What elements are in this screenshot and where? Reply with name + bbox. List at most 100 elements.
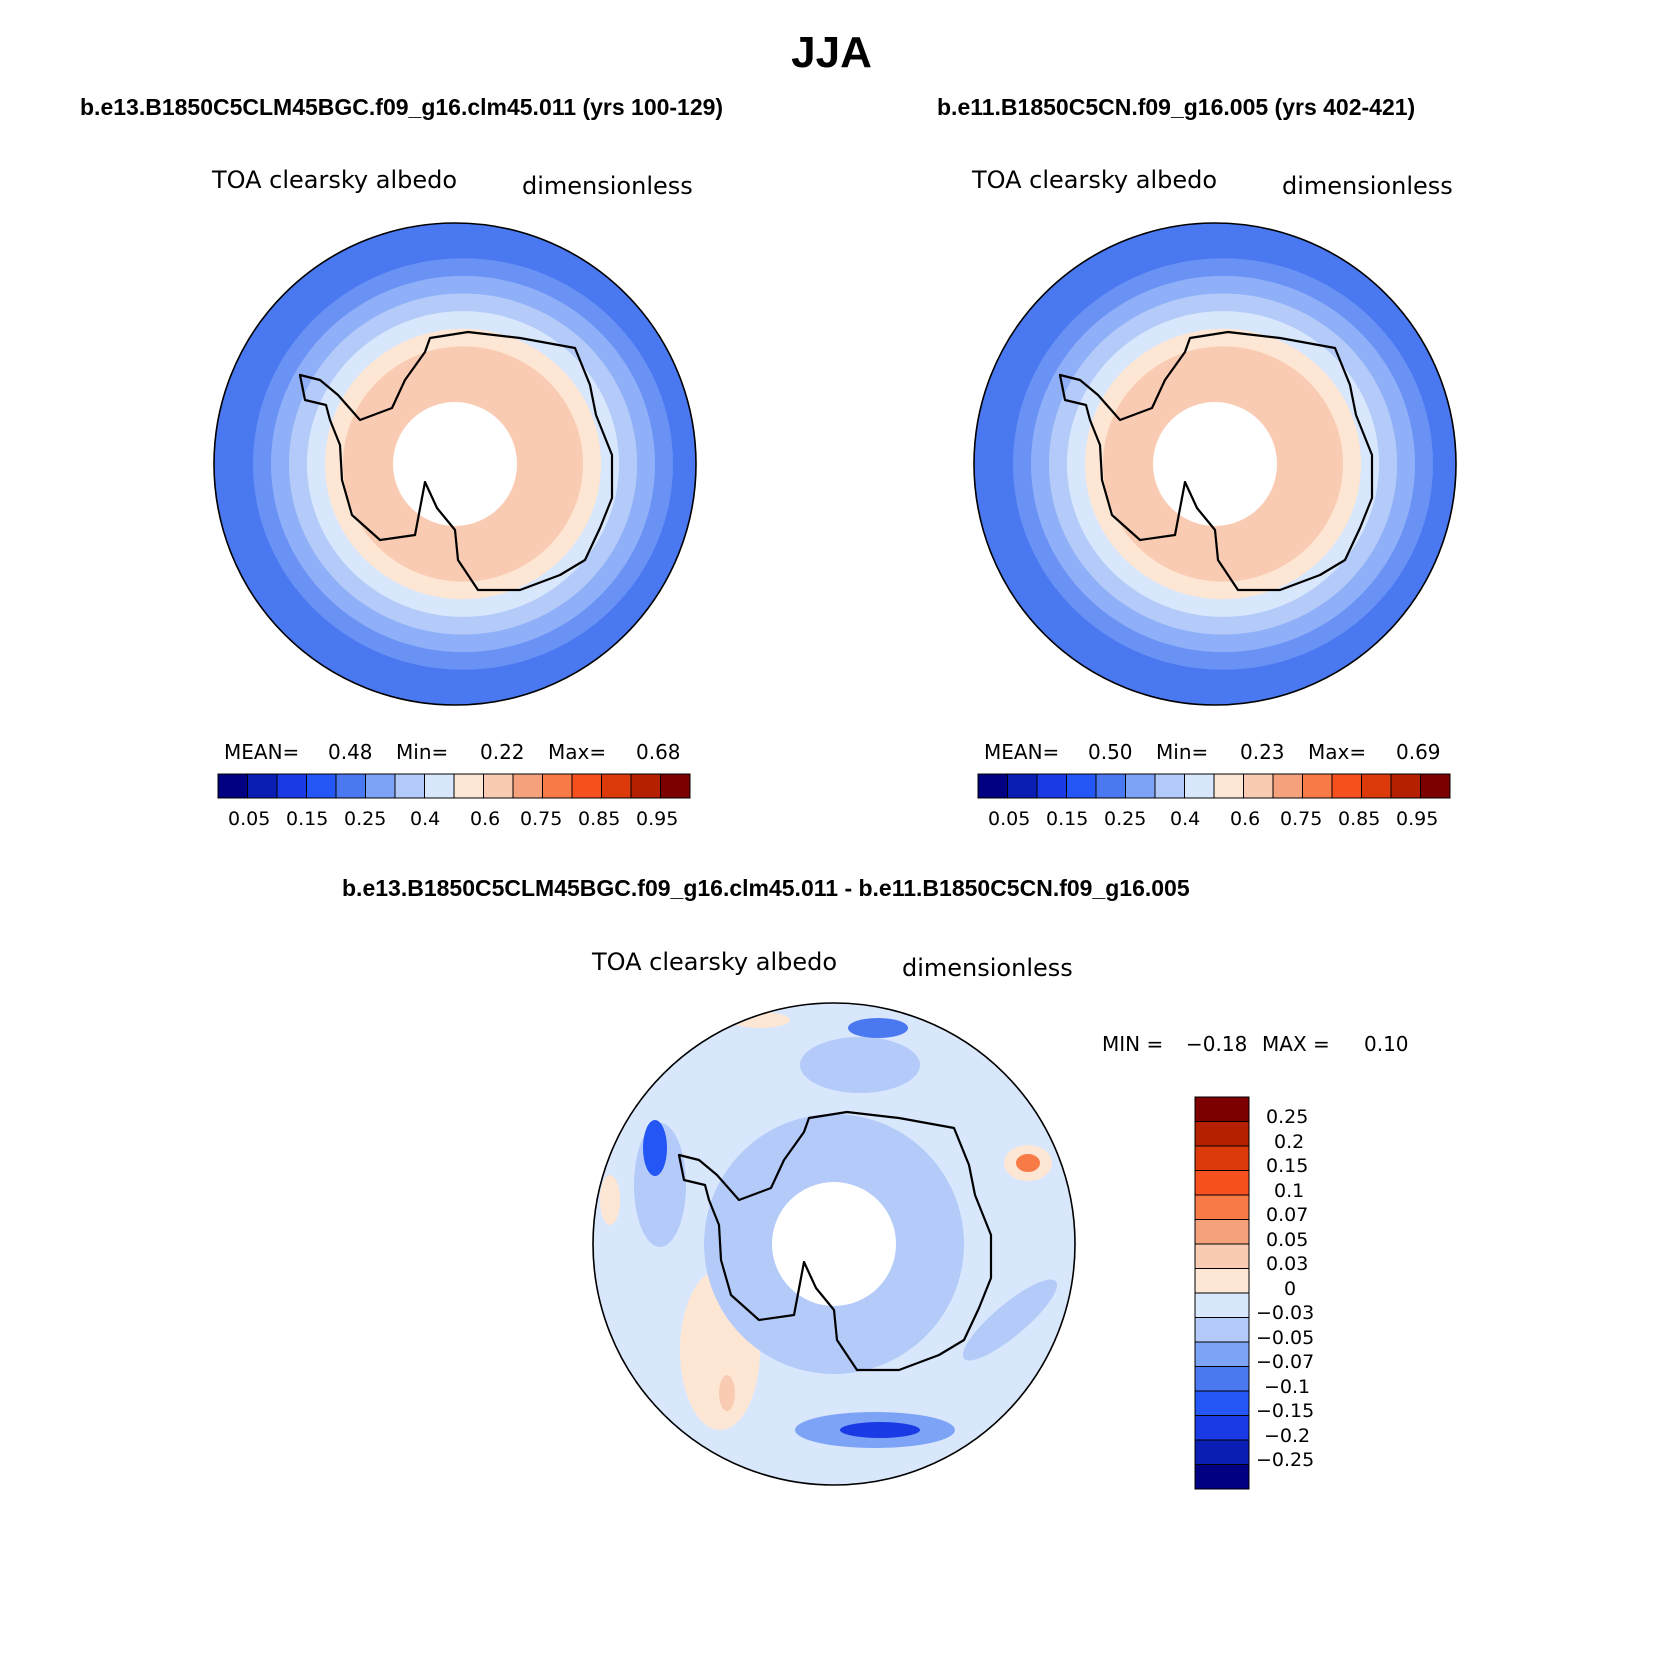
panel-2-units-label: dimensionless	[1282, 172, 1453, 200]
colorbar-swatch	[1194, 1219, 1250, 1245]
colorbar-swatch	[977, 773, 1008, 799]
panel-1-pole-hole	[393, 402, 517, 526]
colorbar-swatch	[276, 773, 307, 799]
colorbar-swatch	[1194, 1170, 1250, 1196]
colorbar-swatch	[1125, 773, 1156, 799]
diff-cbar-tick: 0.25	[1266, 1106, 1309, 1128]
panel-2-colorbar	[977, 773, 1451, 799]
colorbar-swatch	[1194, 1366, 1250, 1392]
diff-cbar-tick: −0.2	[1264, 1425, 1311, 1447]
panel-2-variable-label: TOA clearsky albedo	[972, 166, 1218, 194]
panel-2-map-border	[973, 222, 1457, 706]
panel-1-colorbar	[217, 773, 691, 799]
panel-1-map-border	[213, 222, 697, 706]
panel-2-min-label: Min=	[1156, 740, 1209, 764]
colorbar-swatch	[1194, 1243, 1250, 1269]
colorbar-swatch	[1184, 773, 1215, 799]
panel-2-pole-hole	[1153, 402, 1277, 526]
colorbar-swatch	[1361, 773, 1392, 799]
diff-anomaly-blob	[643, 1120, 667, 1176]
diff-cbar-tick: −0.03	[1256, 1302, 1315, 1324]
diff-cbar-tick: 0.03	[1266, 1253, 1309, 1275]
colorbar-swatch	[483, 773, 514, 799]
diff-pole-hole	[772, 1182, 896, 1306]
panel-1-cbar-tick: 0.4	[410, 808, 441, 830]
diff-anomaly-blob	[1016, 1154, 1040, 1172]
colorbar-swatch	[1154, 773, 1185, 799]
diff-map-border	[592, 1002, 1076, 1486]
colorbar-swatch	[1194, 1390, 1250, 1416]
colorbar-swatch	[601, 773, 632, 799]
panel-1-min-value: 0.22	[480, 740, 525, 764]
panel-2-mean-label: MEAN=	[984, 740, 1060, 764]
diff-cbar-tick: 0.07	[1266, 1204, 1309, 1226]
panel-1-units-label: dimensionless	[522, 172, 693, 200]
panel-1-cbar-tick: 0.6	[470, 808, 501, 830]
diff-min-label: MIN =	[1102, 1032, 1164, 1056]
diff-anomaly-blob	[719, 1375, 735, 1411]
colorbar-swatch	[1420, 773, 1451, 799]
panel-2-cbar-tick: 0.6	[1230, 808, 1261, 830]
colorbar-swatch	[365, 773, 396, 799]
panel-2-case-title: b.e11.B1850C5CN.f09_g16.005 (yrs 402-421…	[937, 94, 1416, 120]
panel-2-cbar-tick: 0.4	[1170, 808, 1201, 830]
panel-1-cbar-tick: 0.25	[344, 808, 387, 830]
main-title: JJA	[791, 28, 872, 77]
panel-2-min-value: 0.23	[1240, 740, 1285, 764]
panel-1-mean-label: MEAN=	[224, 740, 300, 764]
diff-max-value: 0.10	[1364, 1032, 1409, 1056]
colorbar-swatch	[512, 773, 543, 799]
panel-1-min-label: Min=	[396, 740, 449, 764]
colorbar-swatch	[1066, 773, 1097, 799]
colorbar-swatch	[1194, 1145, 1250, 1171]
colorbar-swatch	[1194, 1341, 1250, 1367]
diff-cbar-tick: 0.1	[1274, 1180, 1305, 1202]
panel-2-max-value: 0.69	[1396, 740, 1441, 764]
panel-1-cbar-tick: 0.15	[286, 808, 329, 830]
panel-1-case-title: b.e13.B1850C5CLM45BGC.f09_g16.clm45.011 …	[80, 94, 724, 120]
colorbar-swatch	[1194, 1317, 1250, 1343]
diff-cbar-tick: −0.07	[1256, 1351, 1315, 1373]
panel-1-cbar-tick: 0.85	[578, 808, 621, 830]
panel-2-cbar-tick: 0.15	[1046, 808, 1089, 830]
colorbar-swatch	[247, 773, 278, 799]
panel-1-variable-label: TOA clearsky albedo	[212, 166, 458, 194]
colorbar-swatch	[394, 773, 425, 799]
diff-units-label: dimensionless	[902, 954, 1073, 982]
diff-max-label: MAX =	[1262, 1032, 1330, 1056]
colorbar-swatch	[1036, 773, 1067, 799]
diff-cbar-tick: −0.15	[1256, 1400, 1315, 1422]
panel-2-cbar-tick: 0.25	[1104, 808, 1147, 830]
panel-1-cbar-tick: 0.95	[636, 808, 679, 830]
colorbar-swatch	[1194, 1415, 1250, 1441]
colorbar-swatch	[1007, 773, 1038, 799]
panel-2-antarctica-coastline	[1058, 330, 1374, 592]
diff-cbar-tick: −0.25	[1256, 1449, 1315, 1471]
diff-anomaly-blob	[962, 1279, 1058, 1361]
colorbar-swatch	[1194, 1292, 1250, 1318]
colorbar-swatch	[660, 773, 691, 799]
diff-map	[592, 1002, 1076, 1486]
diff-cbar-tick: 0	[1284, 1278, 1297, 1300]
colorbar-swatch	[424, 773, 455, 799]
diff-cbar-tick: 0.15	[1266, 1155, 1309, 1177]
panel-1-max-label: Max=	[548, 740, 607, 764]
colorbar-swatch	[1194, 1121, 1250, 1147]
diff-cbar-tick: −0.1	[1264, 1376, 1311, 1398]
colorbar-swatch	[1194, 1464, 1250, 1490]
colorbar-swatch	[1194, 1194, 1250, 1220]
colorbar-swatch	[1194, 1268, 1250, 1294]
colorbar-swatch	[1390, 773, 1421, 799]
panel-1-cbar-tick: 0.05	[228, 808, 271, 830]
panel-2-cbar-tick: 0.85	[1338, 808, 1381, 830]
colorbar-swatch	[542, 773, 573, 799]
colorbar-swatch	[1272, 773, 1303, 799]
colorbar-swatch	[1243, 773, 1274, 799]
colorbar-swatch	[335, 773, 366, 799]
diff-colorbar	[1194, 1096, 1250, 1490]
colorbar-swatch	[1095, 773, 1126, 799]
colorbar-swatch	[306, 773, 337, 799]
panel-2-cbar-tick: 0.75	[1280, 808, 1323, 830]
panel-1-map	[213, 222, 697, 706]
